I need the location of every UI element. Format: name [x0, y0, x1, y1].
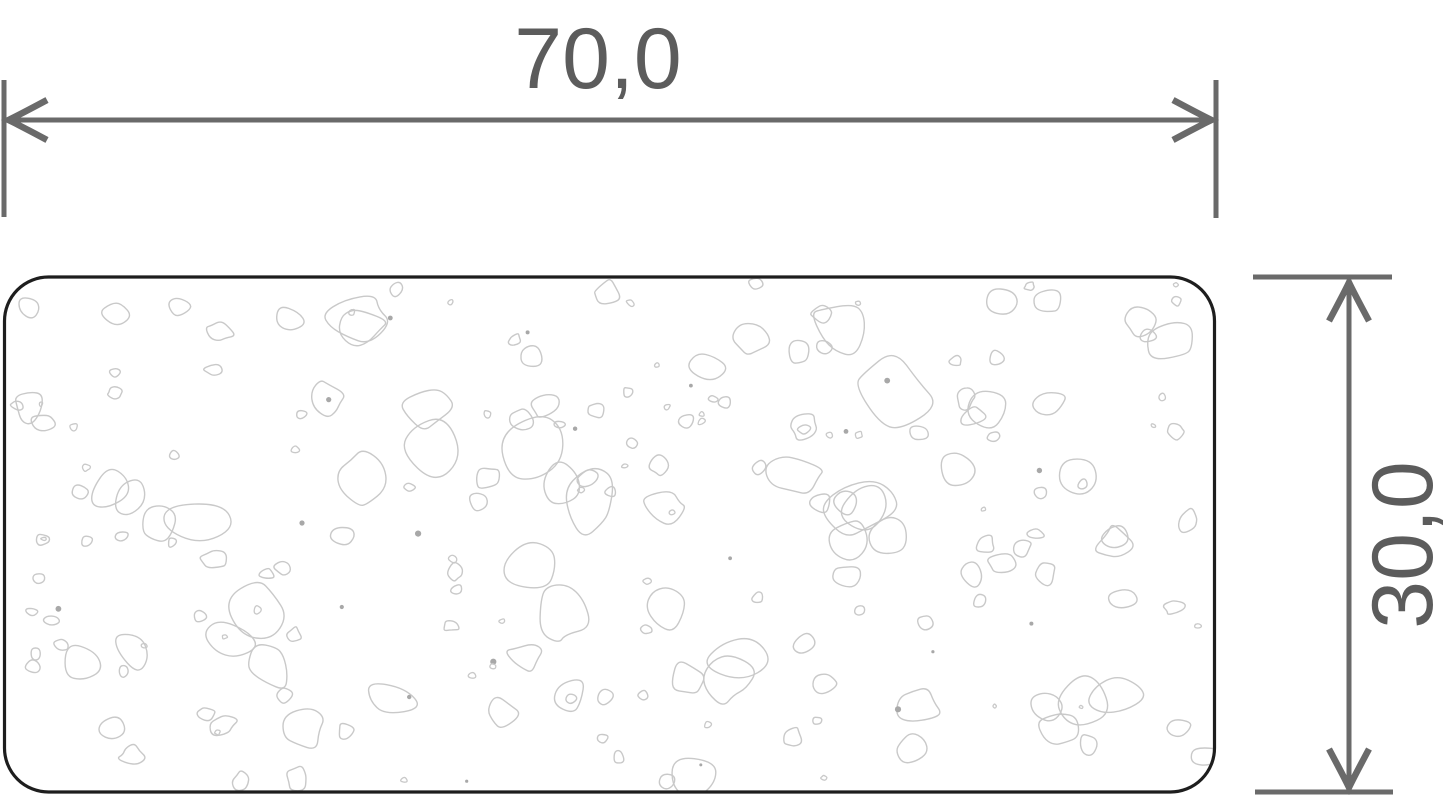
arrow-down-icon	[1326, 747, 1372, 796]
width-dimension	[0, 80, 1220, 218]
granulate-texture	[9, 278, 1213, 791]
arrow-left-icon	[0, 97, 49, 143]
part-border	[2, 275, 1217, 794]
arrow-up-icon	[1326, 274, 1372, 323]
part-body	[4, 277, 1215, 792]
width-dimension-label: 70,0	[514, 11, 681, 107]
part-cross-section	[2, 275, 1217, 794]
height-dimension	[1253, 274, 1393, 796]
arrow-right-icon	[1171, 97, 1220, 143]
height-dimension-label: 30,0	[1355, 461, 1451, 628]
